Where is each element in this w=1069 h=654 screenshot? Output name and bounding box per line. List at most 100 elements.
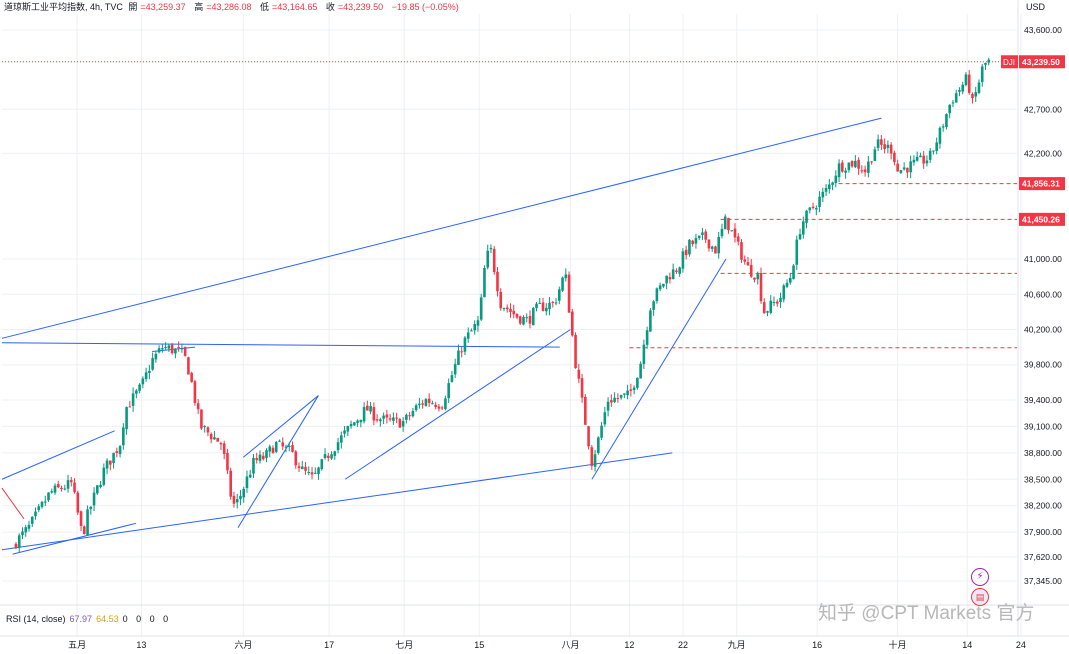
candle-body	[307, 472, 311, 474]
candle-body	[226, 452, 229, 471]
y-tick-label: 37,900.00	[1024, 527, 1062, 537]
candle-body	[291, 445, 294, 452]
y-tick-label: 37,345.00	[1024, 576, 1062, 586]
candle-body	[632, 387, 636, 390]
y-tick-label: 40,600.00	[1024, 289, 1062, 299]
x-tick-label: 十月	[889, 639, 907, 650]
candle-body	[554, 302, 558, 304]
candle-body	[440, 407, 444, 409]
candle-body	[873, 149, 877, 162]
candle-body	[405, 414, 408, 420]
symbol-tag: DJI	[1003, 58, 1015, 67]
change-value: −19.85 (−0.05%)	[391, 2, 459, 12]
candle-body	[196, 403, 200, 410]
trendline	[237, 395, 319, 528]
candle-body	[274, 442, 278, 452]
candle-body	[697, 235, 701, 238]
candle-body	[636, 377, 639, 388]
candle-body	[213, 437, 216, 440]
lightning-icon[interactable]: ⚡	[971, 568, 989, 586]
candle-body	[863, 169, 867, 173]
candle-body	[151, 358, 154, 370]
y-tick-label: 40,200.00	[1024, 325, 1062, 335]
candle-body	[925, 160, 929, 164]
candle-body	[109, 460, 112, 465]
candle-body	[444, 398, 447, 410]
candle-body	[287, 445, 291, 447]
candle-body	[912, 159, 916, 163]
candle-body	[837, 163, 841, 178]
candle-body	[356, 420, 359, 423]
candle-body	[743, 259, 747, 262]
trendline	[591, 258, 727, 480]
candle-body	[811, 206, 815, 209]
high-value: 高 =43,286.08	[194, 2, 252, 12]
candle-body	[457, 350, 460, 365]
candle-body	[112, 452, 115, 464]
candle-body	[710, 246, 714, 249]
candle-body	[928, 150, 932, 160]
y-tick-label: 39,800.00	[1024, 360, 1062, 370]
candle-body	[99, 484, 102, 487]
candle-body	[86, 509, 89, 536]
candle-body	[805, 210, 808, 223]
candle-body	[411, 411, 415, 417]
candle-body	[437, 406, 441, 409]
candle-body	[541, 302, 545, 311]
candle-body	[694, 238, 698, 244]
candle-body	[671, 269, 675, 280]
rsi-legend[interactable]: RSI (14, close) 67.97 64.53 0 0 0 0	[6, 614, 171, 624]
candle-body	[346, 426, 350, 432]
candle-body	[531, 308, 535, 326]
candle-body	[792, 265, 795, 280]
candle-body	[948, 104, 951, 114]
candle-body	[619, 394, 623, 398]
candle-body	[235, 499, 239, 503]
candle-body	[349, 424, 353, 427]
price-level-label: 41,450.26	[1022, 214, 1060, 224]
candle-body	[652, 301, 655, 310]
candle-body	[17, 535, 21, 548]
candle-body	[245, 476, 249, 489]
y-tick-label: 38,200.00	[1024, 501, 1062, 511]
candle-body	[30, 516, 34, 524]
us-flag-icon[interactable]: ▤	[971, 588, 989, 606]
candle-body	[265, 450, 268, 459]
currency-label[interactable]: USD	[1026, 2, 1046, 12]
open-value: 開 =43,259.37	[128, 2, 186, 12]
candle-body	[362, 407, 366, 422]
candle-body	[304, 466, 307, 471]
candle-body	[782, 285, 786, 300]
candle-body	[980, 66, 984, 82]
candle-body	[73, 482, 76, 493]
candle-body	[206, 427, 210, 433]
candle-body	[870, 161, 873, 163]
rsi-value: 67.97	[69, 614, 93, 624]
candle-body	[281, 442, 285, 447]
candle-body	[372, 407, 376, 421]
candle-body	[831, 182, 834, 185]
candle-body	[876, 139, 880, 148]
candle-body	[76, 492, 80, 513]
x-tick-label: 24	[1016, 640, 1026, 650]
price-label-bg	[1019, 177, 1065, 191]
candle-body	[844, 170, 847, 173]
candle-body	[593, 454, 597, 467]
candle-body	[961, 84, 965, 92]
candle-body	[688, 239, 691, 255]
price-label-bg	[1019, 212, 1065, 226]
candle-body	[359, 419, 363, 423]
candle-body	[56, 483, 60, 488]
candle-body	[395, 417, 398, 419]
candle-body	[431, 403, 434, 405]
candle-body	[327, 455, 330, 458]
candle-body	[730, 230, 734, 232]
candle-body	[828, 184, 831, 190]
candle-body	[154, 353, 158, 360]
candle-body	[24, 527, 28, 533]
candle-body	[684, 249, 688, 256]
candle-body	[571, 311, 574, 336]
candle-body	[375, 419, 379, 421]
candle-body	[496, 271, 499, 292]
